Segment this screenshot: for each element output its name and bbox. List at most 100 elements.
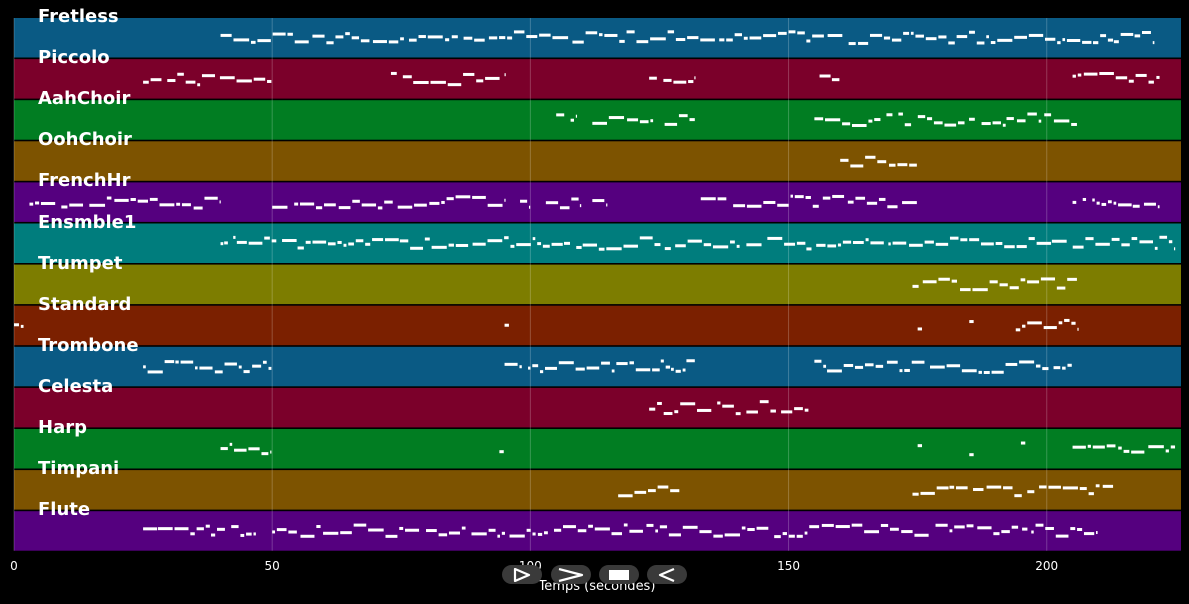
note [180,360,194,364]
note [655,529,659,533]
note [262,360,267,364]
note [592,121,608,125]
stop-button[interactable] [599,565,639,584]
note [623,523,628,527]
note [327,242,336,246]
note [1088,492,1094,496]
note [509,534,525,538]
note [40,201,56,205]
note [577,529,587,533]
note [445,38,450,42]
note [747,528,755,532]
note [929,365,945,369]
note [904,123,912,127]
note [461,526,466,530]
note [372,40,387,44]
note [606,247,622,251]
track-label-piccolo: Piccolo [38,47,110,69]
note [1168,240,1173,244]
note [1096,201,1100,205]
note [272,32,286,36]
note [629,529,643,533]
note [878,197,886,201]
note [257,39,271,43]
note [1083,532,1095,536]
note [551,242,563,246]
note [149,197,158,201]
note [1100,34,1107,38]
note [1102,484,1114,488]
track-band-aahchoir [14,100,1181,140]
note [1096,531,1098,535]
note [946,364,961,368]
note [892,241,907,245]
note [236,79,252,83]
note [832,194,845,198]
note [886,360,898,364]
note [981,122,991,126]
note [635,368,651,372]
note [185,80,196,84]
note [938,277,950,281]
note [598,247,605,251]
note [1085,237,1094,241]
note [746,243,762,247]
note [1027,321,1042,325]
note [763,34,777,38]
note [352,199,360,203]
note [663,412,673,416]
note [337,240,342,244]
note [804,408,809,412]
note [601,361,610,365]
note [1051,239,1067,243]
note [297,246,304,250]
note [176,202,181,206]
note [1062,38,1066,42]
rewind-button[interactable] [647,565,687,584]
fast-forward-button[interactable] [551,565,591,584]
note [915,34,924,38]
track-band-oohchoir [14,141,1181,181]
note [966,524,974,528]
note [682,368,686,372]
note [181,203,191,207]
note [948,41,955,45]
note [910,31,914,35]
note [794,407,803,411]
note [300,534,315,538]
note [842,122,851,126]
note [312,34,325,38]
note [986,35,989,39]
note [816,243,826,247]
note [447,83,462,87]
note [164,360,175,364]
note [201,74,215,78]
note [539,33,551,37]
track-band-piccolo [14,59,1181,99]
note [599,33,603,37]
note [652,368,660,372]
note [935,523,948,527]
note [426,529,437,533]
note [243,370,250,374]
play-button[interactable] [502,565,542,584]
note [886,113,893,117]
note [270,450,272,454]
note [866,201,878,205]
note [499,36,506,40]
note [1002,123,1006,127]
note [150,78,162,82]
note [554,528,562,532]
note [901,530,913,534]
note [1014,35,1028,39]
note [1154,246,1158,250]
note [1111,237,1120,241]
note [770,409,776,413]
note [1020,441,1026,445]
note [1072,445,1086,449]
note [912,284,919,288]
note [497,534,500,538]
note [1123,449,1130,453]
note [627,118,639,122]
note [606,203,608,207]
